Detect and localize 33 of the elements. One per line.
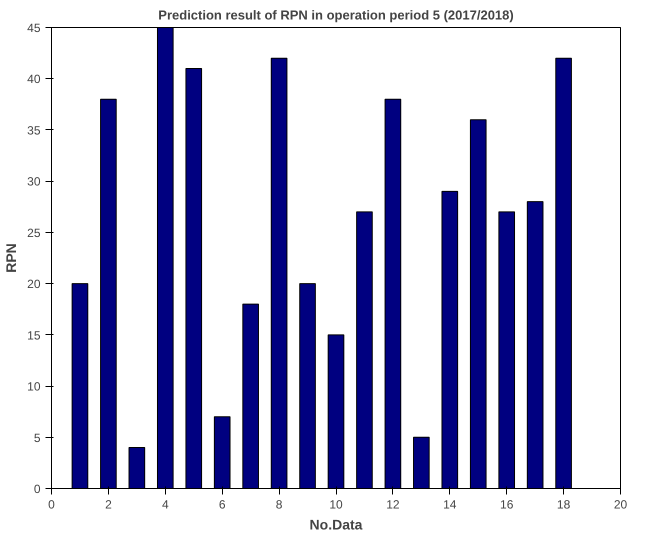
bar [356, 211, 373, 488]
x-tick-label: 14 [443, 498, 457, 512]
y-tick-label: 5 [34, 430, 41, 445]
bar [526, 201, 544, 488]
x-tick-label: 20 [614, 498, 628, 512]
bar [72, 283, 88, 488]
y-tick-label: 25 [27, 226, 41, 240]
bar [299, 283, 316, 488]
y-tick-label: 15 [27, 328, 41, 342]
x-tick-label: 10 [329, 498, 343, 512]
y-tick-label: 35 [27, 123, 41, 138]
x-tick-label: 16 [500, 498, 514, 512]
x-tick-label: 12 [386, 498, 400, 512]
x-tick-label: 4 [162, 498, 169, 512]
x-tick-label: 8 [276, 498, 283, 512]
y-tick-label: 30 [27, 174, 41, 189]
y-tick-label: 0 [34, 482, 41, 496]
x-tick-label: 6 [218, 498, 226, 512]
bar [185, 68, 202, 488]
y-tick-label: 40 [27, 72, 41, 86]
y-axis-title: RPN [3, 243, 20, 273]
y-tick-label: 10 [27, 380, 41, 394]
x-tick-label: 2 [105, 498, 112, 512]
bar [413, 436, 430, 488]
x-axis-title: No.Data [310, 516, 363, 532]
x-tick-label: 0 [48, 498, 56, 512]
bar [242, 304, 259, 488]
bar [470, 119, 487, 488]
x-tick-label: 18 [556, 498, 571, 512]
bar [128, 447, 146, 488]
y-tick-label: 20 [27, 277, 41, 292]
y-tick-label: 45 [27, 21, 41, 35]
chart-title: Prediction result of RPN in operation period 5 (2017/2018) [158, 8, 514, 22]
